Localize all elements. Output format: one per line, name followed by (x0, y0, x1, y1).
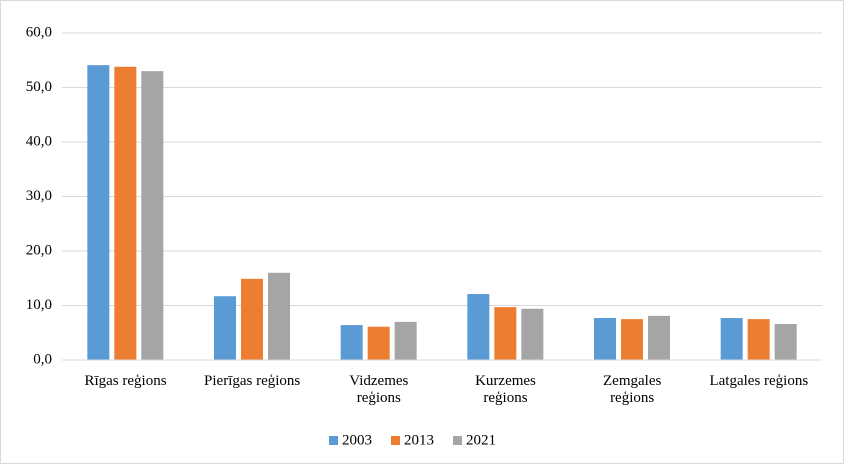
bar (747, 319, 770, 360)
y-tick-label: 0,0 (33, 351, 52, 367)
legend-label: 2013 (404, 432, 434, 448)
bar (467, 294, 490, 360)
y-tick-label: 60,0 (26, 24, 52, 40)
y-tick-label: 50,0 (26, 79, 52, 95)
legend-label: 2003 (342, 432, 372, 448)
y-tick-label: 10,0 (26, 297, 52, 313)
x-tick-label: Zemgales reģions (603, 373, 662, 406)
x-tick-label: Rīgas reģions (84, 373, 167, 389)
bar (594, 318, 616, 360)
bar (141, 71, 164, 361)
bar (648, 315, 670, 360)
bar (241, 278, 263, 360)
bar (87, 65, 110, 360)
bar (521, 308, 544, 360)
legend-swatch (329, 436, 338, 445)
bar (214, 296, 236, 360)
x-tick-label: Latgales reģions (709, 373, 809, 389)
bar (774, 324, 797, 360)
bar (340, 325, 363, 360)
bar (394, 321, 417, 360)
x-tick-label: Vidzemes reģions (349, 373, 409, 406)
x-tick-label: Pierīgas reģions (204, 373, 301, 389)
bar (494, 307, 517, 360)
bar (621, 319, 643, 360)
x-tick-label: Kurzemes reģions (475, 373, 536, 406)
y-tick-label: 20,0 (26, 242, 52, 258)
bar (268, 272, 290, 360)
bar (367, 326, 390, 360)
y-tick-label: 40,0 (26, 133, 52, 149)
legend-swatch (453, 436, 462, 445)
bar (114, 66, 137, 360)
bar (720, 318, 743, 360)
y-tick-label: 30,0 (26, 188, 52, 204)
legend-label: 2021 (466, 432, 496, 448)
legend-swatch (391, 436, 400, 445)
